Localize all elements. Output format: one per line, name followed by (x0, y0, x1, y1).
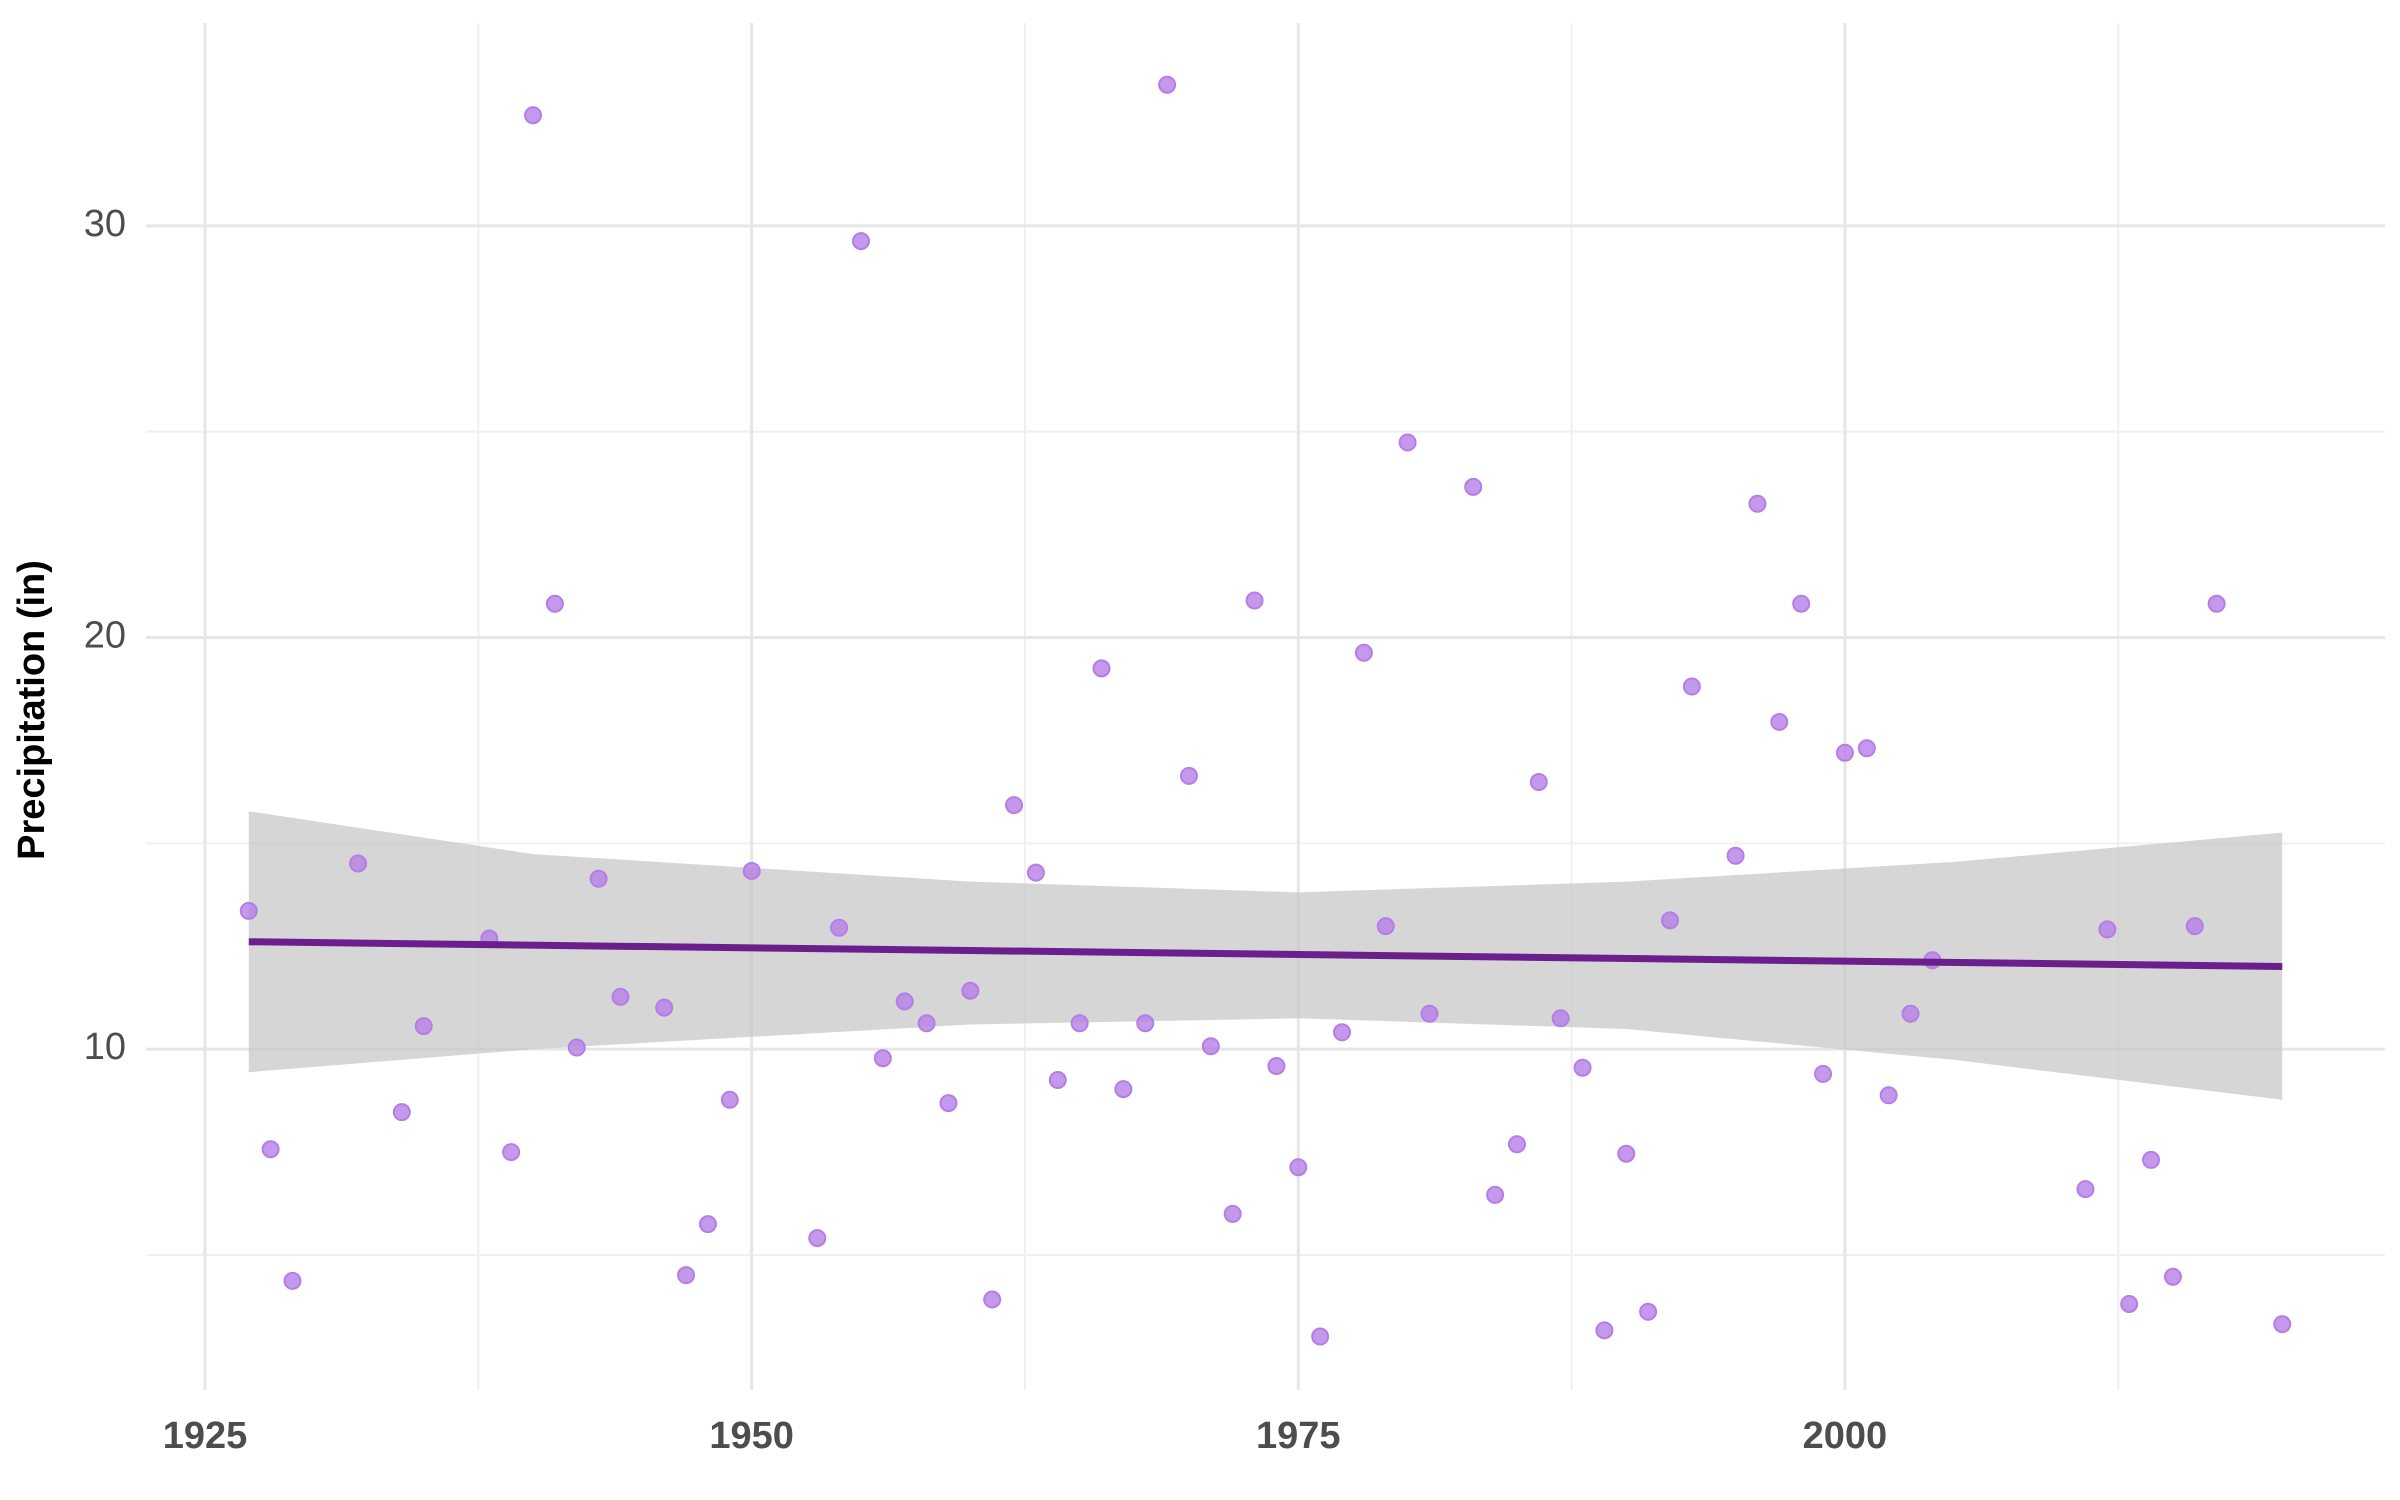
point (830, 918, 849, 937)
point (983, 1290, 1002, 1309)
point (873, 1049, 892, 1068)
trend-line (248, 938, 2283, 970)
point (1201, 1037, 1220, 1056)
point (392, 1103, 411, 1122)
point (720, 1090, 739, 1109)
point (1398, 433, 1417, 452)
point (1748, 494, 1767, 513)
point (851, 232, 870, 251)
point (611, 987, 630, 1006)
point (1682, 677, 1701, 696)
point (2142, 1150, 2161, 1169)
point (589, 869, 608, 888)
point (1289, 1158, 1308, 1177)
point (1223, 1204, 1242, 1223)
y-tick-label: 30 (84, 203, 126, 245)
x-tick-label: 2000 (1803, 1415, 1888, 1457)
point (2098, 920, 2117, 939)
point (2273, 1315, 2292, 1334)
point (1179, 766, 1198, 785)
x-tick-label: 1950 (709, 1415, 794, 1457)
point (1551, 1009, 1570, 1028)
y-tick-label: 20 (84, 615, 126, 657)
point (545, 594, 564, 613)
point (1573, 1058, 1592, 1077)
point (502, 1143, 521, 1162)
point (283, 1271, 302, 1290)
point (414, 1017, 433, 1036)
point (1835, 743, 1854, 762)
point (1311, 1327, 1330, 1346)
point (1048, 1071, 1067, 1090)
point (1070, 1014, 1089, 1033)
point (677, 1266, 696, 1285)
point (1726, 846, 1745, 865)
point (1333, 1023, 1352, 1042)
point (1486, 1185, 1505, 1204)
point (895, 992, 914, 1011)
point (524, 106, 543, 125)
point (1136, 1014, 1155, 1033)
point (2120, 1294, 2139, 1313)
point (2076, 1180, 2095, 1199)
point (698, 1215, 717, 1234)
point (1158, 75, 1177, 94)
point (917, 1014, 936, 1033)
point (1529, 773, 1548, 792)
point (1879, 1086, 1898, 1105)
point (961, 981, 980, 1000)
point (2207, 594, 2226, 613)
point (1595, 1321, 1614, 1340)
point (1005, 796, 1024, 815)
point (1617, 1144, 1636, 1163)
x-tick-label: 1925 (163, 1415, 248, 1457)
point (655, 998, 674, 1017)
point (239, 901, 258, 920)
point (1464, 477, 1483, 496)
point (1661, 911, 1680, 930)
point (2163, 1267, 2182, 1286)
point (1245, 591, 1264, 610)
point (808, 1229, 827, 1248)
point (261, 1140, 280, 1159)
y-axis-label: Precipitation (in) (11, 560, 53, 860)
point (349, 854, 368, 873)
x-tick-label: 1975 (1256, 1415, 1341, 1457)
point (1420, 1004, 1439, 1023)
point (1814, 1064, 1833, 1083)
point (1792, 594, 1811, 613)
point (1092, 659, 1111, 678)
point (567, 1038, 586, 1057)
point (1026, 863, 1045, 882)
point (939, 1094, 958, 1113)
point (1354, 643, 1373, 662)
point (2185, 917, 2204, 936)
point (742, 861, 761, 880)
point (1639, 1302, 1658, 1321)
y-tick-label: 10 (84, 1026, 126, 1068)
point (1267, 1057, 1286, 1076)
point (1507, 1135, 1526, 1154)
point (1857, 739, 1876, 758)
point (1114, 1080, 1133, 1099)
point (1376, 917, 1395, 936)
point (1901, 1004, 1920, 1023)
point (1770, 712, 1789, 731)
